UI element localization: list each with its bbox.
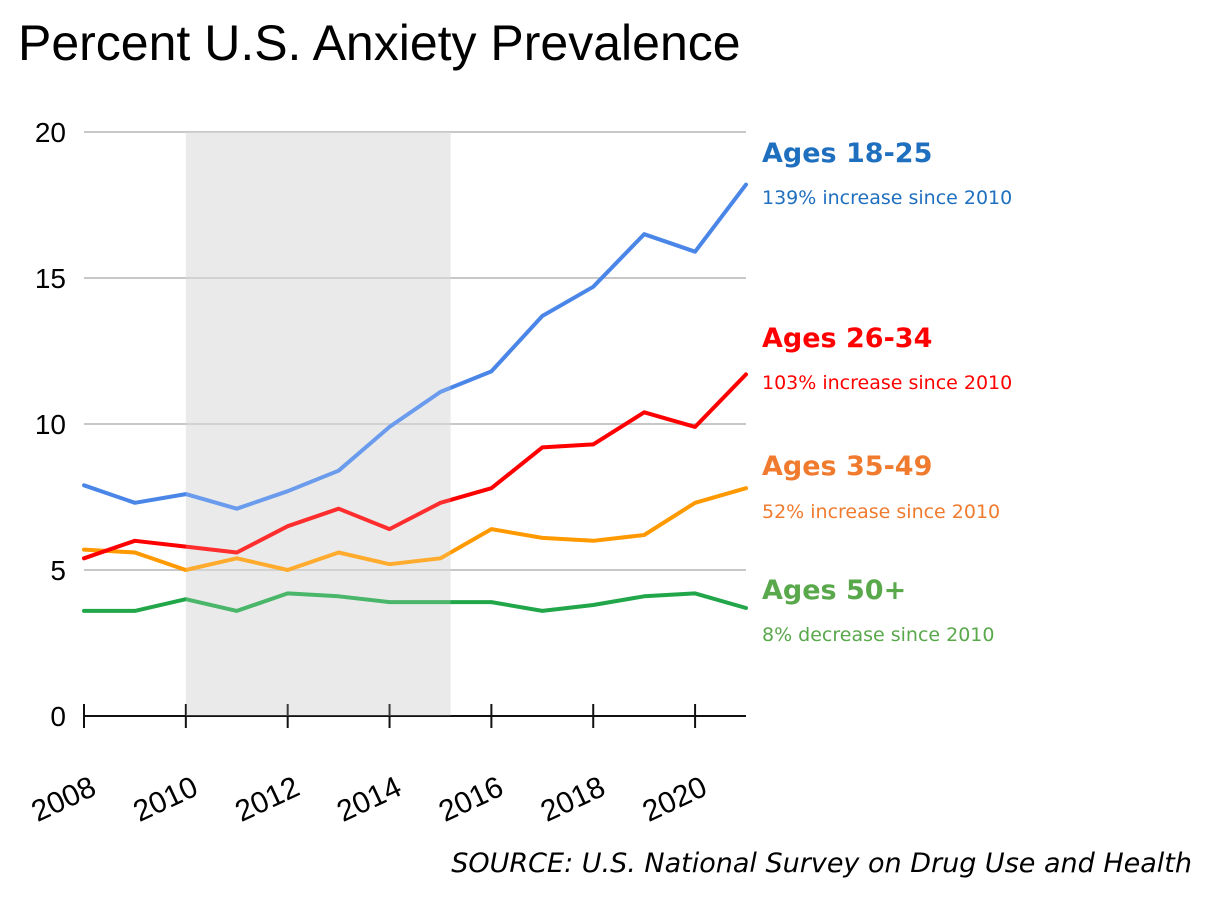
series-label-26-34: Ages 26-34: [762, 323, 933, 354]
series-note-26-34: 103% increase since 2010: [762, 372, 1013, 394]
y-tick-label: 10: [35, 409, 66, 440]
series-label-50-plus: Ages 50+: [762, 575, 907, 606]
x-tick-label: 2020: [638, 770, 712, 828]
x-tick-label: 2008: [27, 770, 101, 828]
y-tick-label: 15: [35, 263, 66, 294]
source-note: SOURCE: U.S. National Survey on Drug Use…: [451, 848, 1192, 879]
shaded-overlay: [185, 132, 451, 716]
y-tick-label: 5: [50, 555, 66, 586]
y-tick-label: 20: [35, 117, 66, 148]
x-tick-label: 2016: [434, 770, 508, 828]
series-note-35-49: 52% increase since 2010: [762, 501, 1001, 523]
series-line-ages-18-25: [82, 182, 748, 511]
series-note-50-plus: 8% decrease since 2010: [762, 624, 995, 646]
y-tick-label: 0: [50, 701, 66, 732]
x-tick-label: 2018: [536, 770, 610, 828]
series-line-ages-26-34: [82, 372, 748, 561]
series-note-18-25: 139% increase since 2010: [762, 187, 1013, 209]
x-tick-label: 2014: [332, 770, 406, 828]
x-tick-label: 2012: [230, 770, 304, 828]
chart-title: Percent U.S. Anxiety Prevalence: [18, 15, 741, 71]
x-tick-label: 2010: [128, 770, 202, 828]
series-line-ages-35-49: [82, 486, 748, 572]
series-label-35-49: Ages 35-49: [762, 451, 933, 482]
series-line-ages-50-: [82, 591, 748, 613]
series-label-18-25: Ages 18-25: [762, 138, 933, 169]
